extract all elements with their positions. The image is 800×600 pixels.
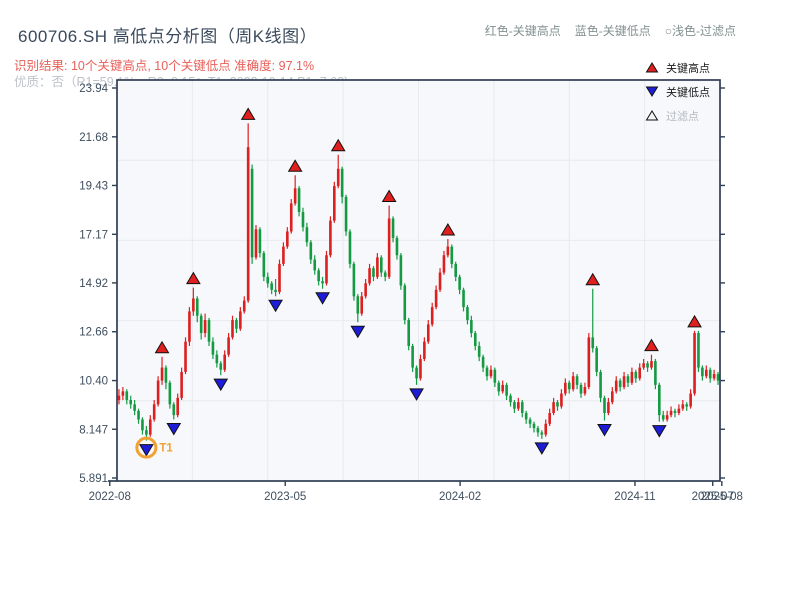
color-key-low: 蓝色-关键低点: [574, 24, 651, 38]
y-tick-label: 10.40: [79, 376, 108, 388]
x-axis-ticks: 2022-08 2023-05 2024-02 2024-11 2025-072025-…: [89, 481, 743, 503]
y-tick-label: 5.891: [79, 473, 108, 485]
legend-item-label: 关键低点: [666, 85, 710, 99]
y-tick-label: 12.66: [79, 327, 108, 339]
key-low-markers: [138, 292, 667, 457]
y-tick-label: 21.68: [79, 132, 108, 144]
x-tick-label: 2025-07: [692, 491, 734, 503]
key-high-markers: [154, 107, 702, 354]
color-key-line: 红色-关键高点 蓝色-关键低点 ○浅色-过滤点: [471, 22, 736, 39]
y-tick-label: 23.94: [79, 83, 108, 95]
y-tick-label: 14.92: [79, 278, 108, 290]
x-tick-label: 2025-08: [701, 491, 743, 503]
x-tick-label: 2022-08: [89, 491, 131, 503]
t1-annotation: T1: [135, 436, 173, 459]
x-tick-label: 2024-02: [439, 491, 481, 503]
y-tick-label: 19.43: [79, 180, 108, 192]
x-tick-label: 2024-11: [614, 491, 655, 503]
y-tick-label: 17.17: [79, 229, 108, 241]
legend-item-label: 过滤点: [666, 110, 699, 123]
legend-item-label: 关键高点: [666, 61, 710, 75]
x-tick-label: 2023-05: [264, 491, 306, 503]
y-tick-label: 8.147: [79, 424, 108, 436]
y-axis-ticks: 23.94 21.68 19.43 17.17 14.92 12.66 10.40 8.147…: [79, 83, 725, 485]
candles: [117, 123, 720, 441]
t1-label: T1: [159, 443, 173, 455]
chart-title: 600706.SH 高低点分析图（周K线图）: [18, 27, 318, 46]
color-key-filter: ○浅色-过滤点: [664, 24, 736, 38]
recognition-result-line: 识别结果: 10个关键高点, 10个关键低点 准确度: 97.1%: [14, 59, 315, 73]
color-key-high: 红色-关键高点: [484, 24, 561, 38]
